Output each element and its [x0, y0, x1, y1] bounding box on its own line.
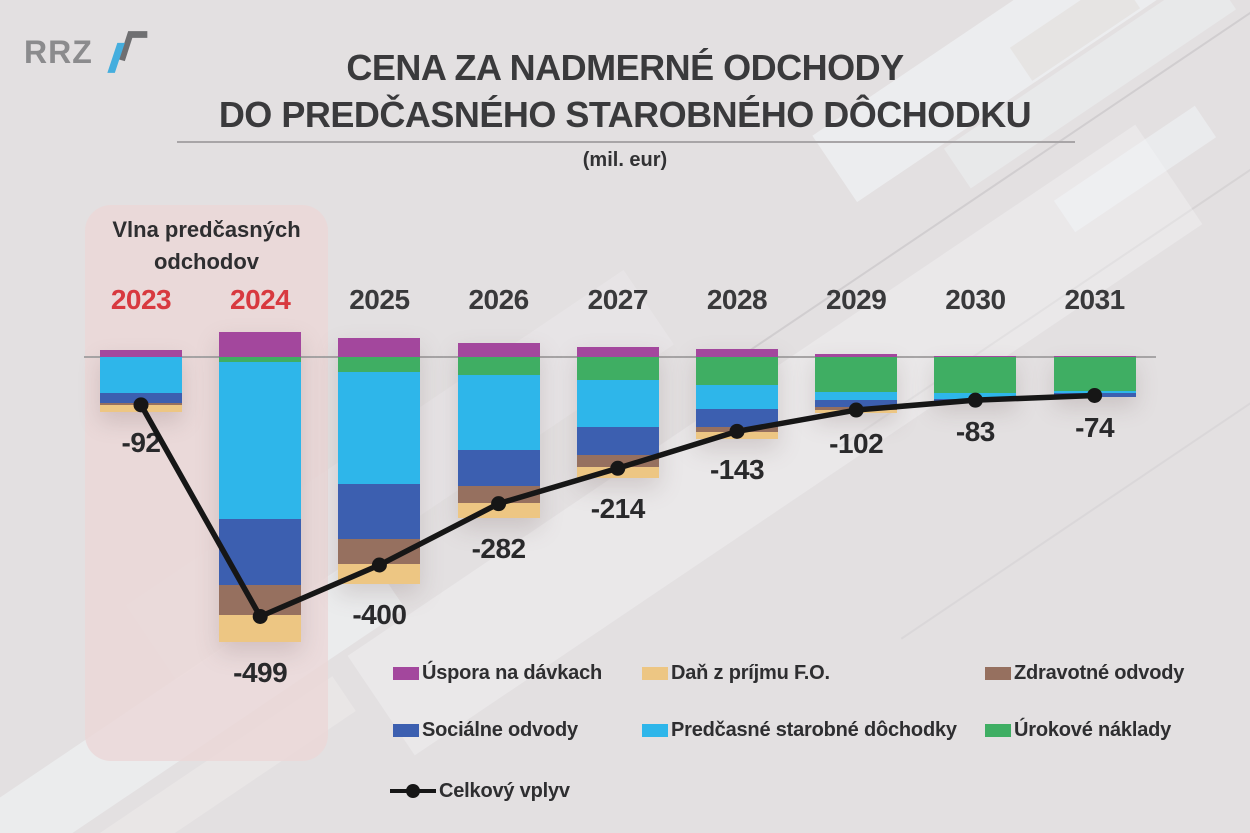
bar-segment	[815, 356, 898, 392]
bar-segment	[338, 483, 421, 539]
value-label-2027: -214	[590, 493, 646, 525]
bar-segment	[457, 502, 540, 518]
year-label-2027: 2027	[587, 284, 649, 315]
bar-segment	[338, 371, 421, 484]
stacked-bar-2023	[100, 350, 182, 412]
year-label-2028: 2028	[706, 284, 768, 315]
rrz-logo: RRZ	[24, 26, 149, 78]
bar-segment	[576, 455, 659, 467]
bar-segment	[100, 350, 182, 357]
title-divider	[177, 141, 1075, 143]
rrz-logo-text: RRZ	[24, 33, 93, 70]
stacked-bar-2031	[1053, 355, 1136, 397]
stacked-bar-2027	[576, 347, 659, 479]
bar-segment	[576, 466, 659, 479]
bar-segment	[100, 393, 182, 404]
bar-segment	[576, 427, 659, 456]
bar-segment	[457, 485, 540, 503]
bar-segment	[219, 585, 302, 616]
bar-segment	[696, 408, 778, 428]
bar-segment	[815, 409, 898, 414]
bar-segment	[696, 356, 778, 385]
value-label-2030: -83	[955, 416, 995, 448]
year-label-2029: 2029	[826, 284, 887, 315]
bar-segment	[934, 356, 1017, 394]
bar-segment	[338, 338, 421, 357]
value-label-2026: -282	[471, 532, 527, 564]
bar-segment	[934, 398, 1017, 402]
bar-segment	[457, 356, 540, 376]
year-label-2024: 2024	[230, 284, 291, 315]
bar-segment	[576, 356, 659, 381]
value-label-2024: -499	[233, 656, 288, 688]
bar-segment	[100, 356, 182, 394]
bar-segment	[219, 615, 302, 642]
highlight-title-line1: Vlna predčasných	[112, 217, 301, 242]
bar-segment	[815, 391, 898, 401]
bar-segment	[815, 400, 898, 408]
title-unit: (mil. eur)	[582, 149, 668, 171]
bar-segment	[1053, 356, 1136, 392]
bar-segment	[338, 538, 421, 564]
bar-segment	[100, 405, 182, 412]
highlight-title-line2: odchodov	[153, 249, 260, 274]
stacked-bar-2024	[219, 331, 302, 642]
stacked-bar-2026	[457, 342, 540, 518]
bar-segment	[219, 362, 302, 519]
bar-segment	[696, 432, 778, 440]
value-label-2028: -143	[709, 454, 765, 486]
value-label-2025: -400	[352, 598, 407, 630]
stacked-bar-2025	[338, 338, 421, 584]
title-line-1: CENA ZA NADMERNÉ ODCHODY	[346, 47, 904, 88]
bar-segment	[219, 518, 302, 586]
bar-segment	[696, 349, 778, 357]
bar-segment	[696, 384, 778, 409]
title-line-2: DO PREDČASNÉHO STAROBNÉHO DÔCHODKU	[218, 94, 1032, 135]
bar-segment	[457, 342, 540, 357]
year-label-2031: 2031	[1064, 284, 1125, 315]
year-label-2030: 2030	[945, 284, 1006, 315]
year-label-2026: 2026	[468, 284, 529, 315]
stacked-bar-2028	[696, 349, 778, 440]
bar-segment	[338, 563, 421, 584]
value-label-2031: -74	[1075, 411, 1115, 443]
year-label-2025: 2025	[349, 284, 410, 315]
bar-segment	[576, 347, 659, 357]
year-label-2023: 2023	[110, 284, 172, 315]
rrz-logo-mark	[107, 31, 148, 73]
value-label-2023: -92	[121, 426, 161, 458]
bar-segment	[338, 356, 421, 372]
bar-segment	[219, 356, 302, 363]
stacked-bar-2030	[934, 355, 1017, 402]
bar-segment	[219, 331, 302, 357]
bar-segment	[576, 380, 659, 428]
bar-segment	[457, 375, 540, 450]
value-label-2029: -102	[829, 428, 884, 460]
stacked-bar-2029	[815, 353, 898, 414]
bar-segment	[457, 449, 540, 486]
bar-segment	[1053, 393, 1136, 397]
